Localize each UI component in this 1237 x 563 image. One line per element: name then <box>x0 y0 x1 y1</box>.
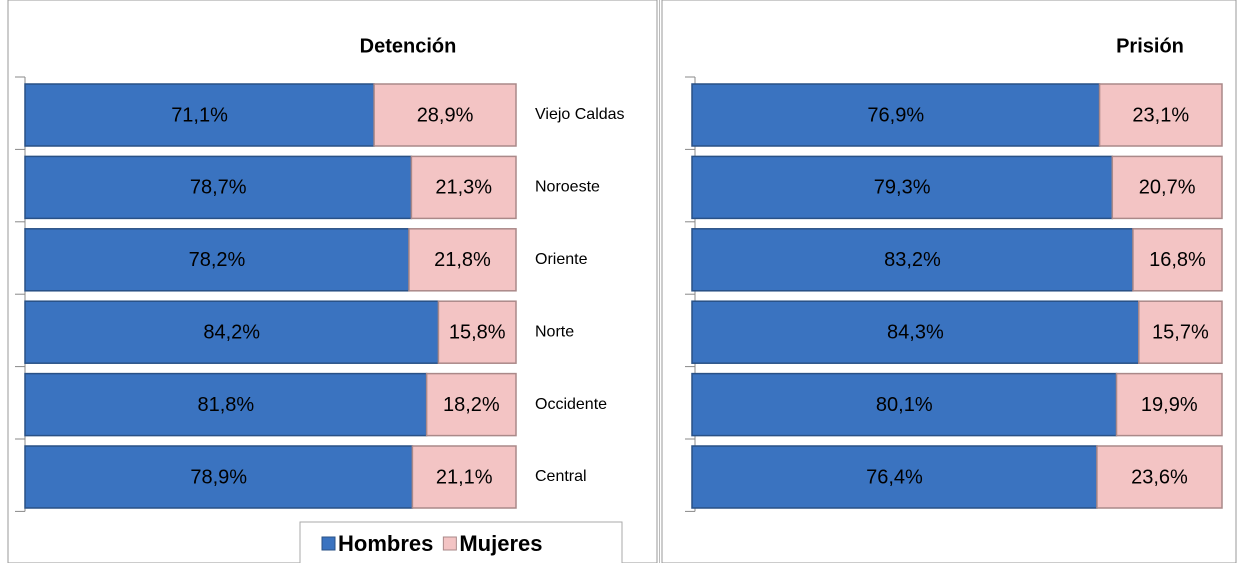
bar-segment <box>1138 300 1223 364</box>
bar-segment <box>1132 228 1223 292</box>
bar-segment <box>691 300 1140 364</box>
category-label: Occidente <box>535 396 607 413</box>
bar-segment <box>24 155 413 220</box>
value-label: 78,9% <box>190 466 247 488</box>
value-label: 76,4% <box>866 466 923 488</box>
value-label: 23,1% <box>1132 104 1189 126</box>
value-label: 81,8% <box>197 394 254 416</box>
bar-segment <box>24 372 428 437</box>
legend-label: Hombres <box>338 531 433 556</box>
value-label: 71,1% <box>171 104 228 126</box>
category-label: Central <box>535 468 587 485</box>
bar-segment <box>691 372 1118 437</box>
bar-segment <box>410 155 517 220</box>
bar-segment <box>691 228 1134 292</box>
bar-segment <box>24 445 414 509</box>
value-label: 79,3% <box>874 177 931 199</box>
value-label: 80,1% <box>876 394 933 416</box>
legend-box <box>299 521 623 563</box>
legend-swatch <box>321 536 336 551</box>
value-label: 15,7% <box>1152 321 1209 343</box>
legend-label: Mujeres <box>459 531 542 556</box>
value-label: 76,9% <box>867 104 924 126</box>
chart-title: Detención <box>360 35 457 57</box>
value-label: 21,1% <box>436 466 493 488</box>
value-label: 83,2% <box>884 249 941 271</box>
value-label: 18,2% <box>443 394 500 416</box>
value-label: 19,9% <box>1141 394 1198 416</box>
bar-segment <box>691 445 1098 509</box>
value-label: 21,3% <box>435 177 492 199</box>
category-label: Oriente <box>535 251 588 268</box>
bar-segment <box>24 228 410 292</box>
bar-segment <box>408 228 517 292</box>
bar-segment <box>425 372 517 437</box>
bar-segment <box>24 83 375 147</box>
value-label: 16,8% <box>1149 249 1206 271</box>
value-label: 78,2% <box>189 249 246 271</box>
legend-swatch <box>442 536 457 551</box>
category-label: Viejo Caldas <box>535 106 625 123</box>
bar-segment <box>1096 445 1223 509</box>
bar-segment <box>411 445 517 509</box>
bar-segment <box>437 300 517 364</box>
bar-segment <box>1098 83 1223 147</box>
value-label: 78,7% <box>190 177 247 199</box>
chart-title: Prisión <box>1116 35 1184 57</box>
bar-segment <box>1115 372 1223 437</box>
bar-segment <box>1111 155 1223 220</box>
value-label: 21,8% <box>434 249 491 271</box>
value-label: 23,6% <box>1131 466 1188 488</box>
value-label: 84,3% <box>887 321 944 343</box>
category-label: Noroeste <box>535 179 600 196</box>
value-label: 15,8% <box>449 321 506 343</box>
bar-segment <box>373 83 517 147</box>
value-label: 84,2% <box>203 321 260 343</box>
value-label: 28,9% <box>417 104 474 126</box>
category-label: Norte <box>535 323 574 340</box>
value-label: 20,7% <box>1139 177 1196 199</box>
bar-segment <box>691 155 1114 220</box>
bar-segment <box>691 83 1101 147</box>
